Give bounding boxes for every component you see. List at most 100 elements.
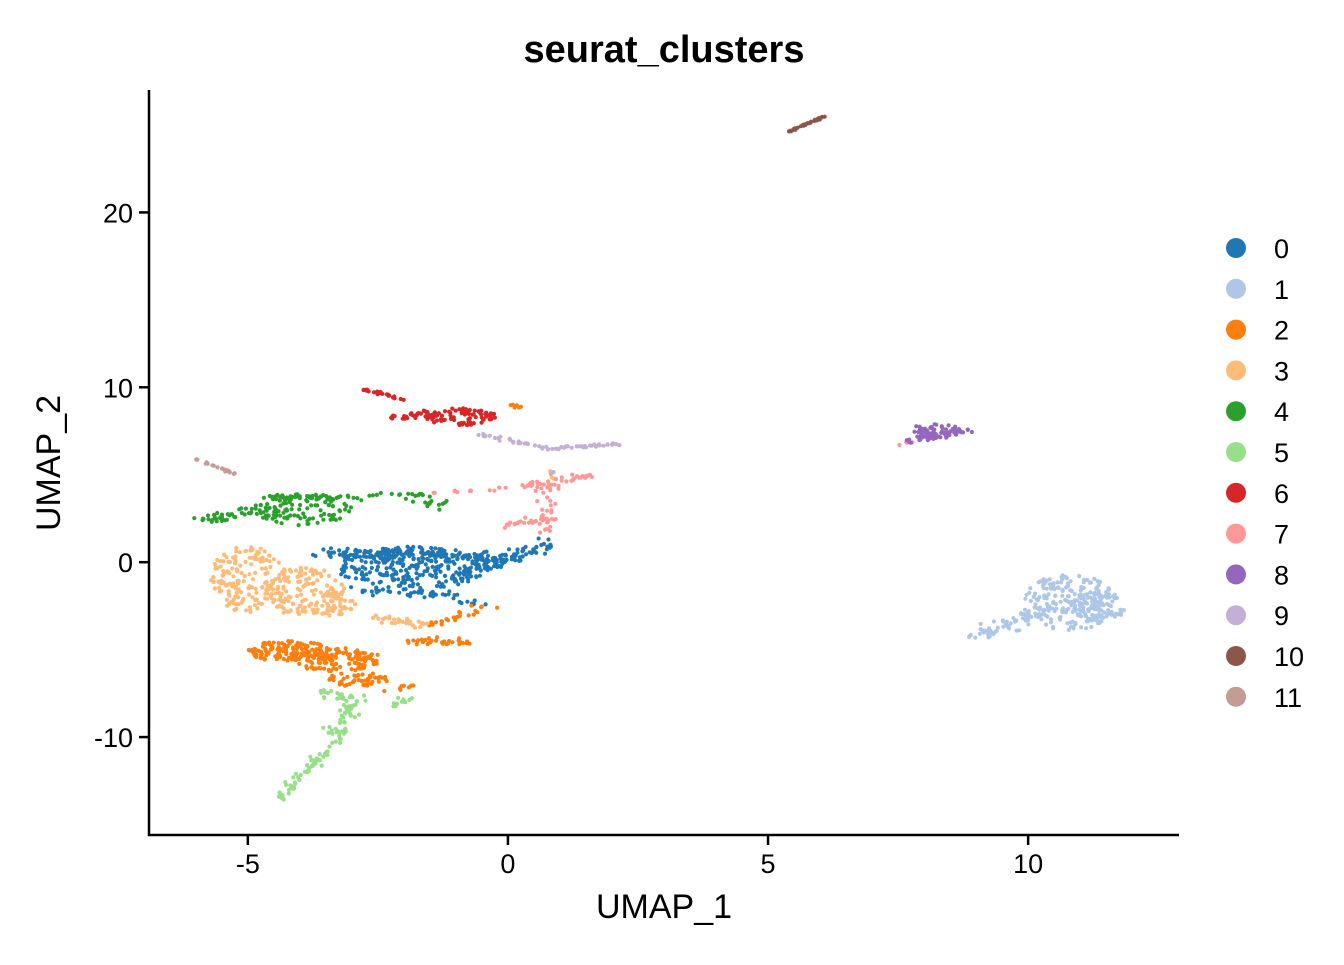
point-cluster-2 [284,652,289,657]
point-cluster-0 [453,548,458,553]
point-cluster-0 [402,578,408,583]
point-cluster-4 [343,507,348,512]
point-cluster-5 [286,791,291,796]
point-cluster-3 [299,573,304,578]
point-cluster-9 [487,433,492,438]
point-cluster-0 [485,553,491,558]
point-cluster-2 [281,656,286,662]
point-cluster-0 [364,572,369,577]
point-cluster-3 [254,590,259,596]
point-cluster-5 [293,771,298,776]
point-cluster-2 [316,647,321,652]
point-cluster-0 [430,589,435,595]
point-cluster-5 [354,699,359,704]
point-cluster-5 [317,752,322,757]
point-cluster-0 [466,579,471,584]
point-cluster-0 [414,571,419,576]
point-cluster-0 [375,550,380,555]
point-cluster-1 [1044,578,1049,583]
point-cluster-6 [434,418,440,423]
point-cluster-6 [375,392,380,397]
point-cluster-5 [308,754,313,759]
point-cluster-6 [442,409,448,414]
point-cluster-2 [357,662,362,667]
point-cluster-0 [523,552,529,557]
point-cluster-1 [1116,612,1121,617]
point-cluster-3 [248,548,253,553]
point-cluster-3 [318,590,323,595]
legend-key [1226,482,1246,503]
point-cluster-0 [400,552,405,557]
point-cluster-3 [309,588,315,593]
point-cluster-3 [407,621,412,626]
point-cluster-6 [479,415,484,420]
legend-item-7: 7 [1226,520,1289,550]
point-cluster-1 [1078,588,1083,593]
point-cluster-2 [304,666,310,671]
legend-item-10: 10 [1226,642,1304,672]
point-cluster-3 [321,594,326,599]
point-cluster-3 [224,555,229,560]
point-cluster-1 [1042,608,1047,613]
point-cluster-3 [215,557,220,563]
point-cluster-9 [540,446,545,451]
point-cluster-6 [476,409,481,414]
point-cluster-3 [268,564,273,570]
point-cluster-2 [279,641,285,646]
point-cluster-7 [492,488,497,493]
point-cluster-6 [405,416,410,421]
point-cluster-2 [360,650,365,655]
point-cluster-2 [252,653,257,658]
point-cluster-0 [457,566,462,571]
point-cluster-4 [301,511,306,516]
point-cluster-2 [334,661,339,667]
point-cluster-2 [341,676,346,681]
point-cluster-7 [535,499,540,504]
point-cluster-3 [295,574,300,580]
point-cluster-2 [297,661,302,667]
point-cluster-5 [409,696,414,701]
series-8 [904,422,975,445]
point-cluster-5 [342,729,347,734]
point-cluster-6 [421,408,426,413]
point-cluster-6 [461,406,466,411]
point-cluster-1 [1083,601,1088,606]
point-cluster-0 [429,558,434,563]
point-cluster-3 [244,608,249,613]
point-cluster-10 [822,114,827,119]
point-cluster-5 [325,691,330,696]
point-cluster-1 [1065,581,1070,586]
point-cluster-4 [278,503,283,508]
point-cluster-6 [467,407,472,413]
point-cluster-1 [1055,580,1060,585]
point-cluster-4 [345,493,350,498]
point-cluster-7 [589,474,595,480]
point-cluster-0 [389,562,394,567]
point-cluster-0 [483,602,488,607]
point-cluster-2 [333,655,338,660]
point-cluster-1 [1039,612,1044,617]
point-cluster-3 [233,584,238,589]
point-cluster-2 [365,655,370,660]
point-cluster-0 [546,537,551,542]
point-cluster-5 [335,696,340,701]
point-cluster-0 [498,553,503,559]
point-cluster-0 [327,553,332,558]
point-cluster-3 [324,583,330,588]
point-cluster-6 [430,417,435,422]
point-cluster-3 [328,598,333,604]
point-cluster-0 [397,590,402,595]
point-cluster-1 [1042,593,1047,598]
point-cluster-4 [410,499,416,504]
legend-key [1226,278,1246,299]
point-cluster-4 [243,506,248,511]
point-cluster-3 [289,569,294,574]
point-cluster-0 [415,576,420,581]
point-cluster-9 [611,441,616,446]
point-cluster-0 [436,550,441,555]
point-cluster-0 [423,562,428,567]
point-cluster-1 [1066,606,1071,612]
point-cluster-2 [371,662,376,667]
point-cluster-3 [212,586,217,591]
point-cluster-5 [330,740,335,745]
